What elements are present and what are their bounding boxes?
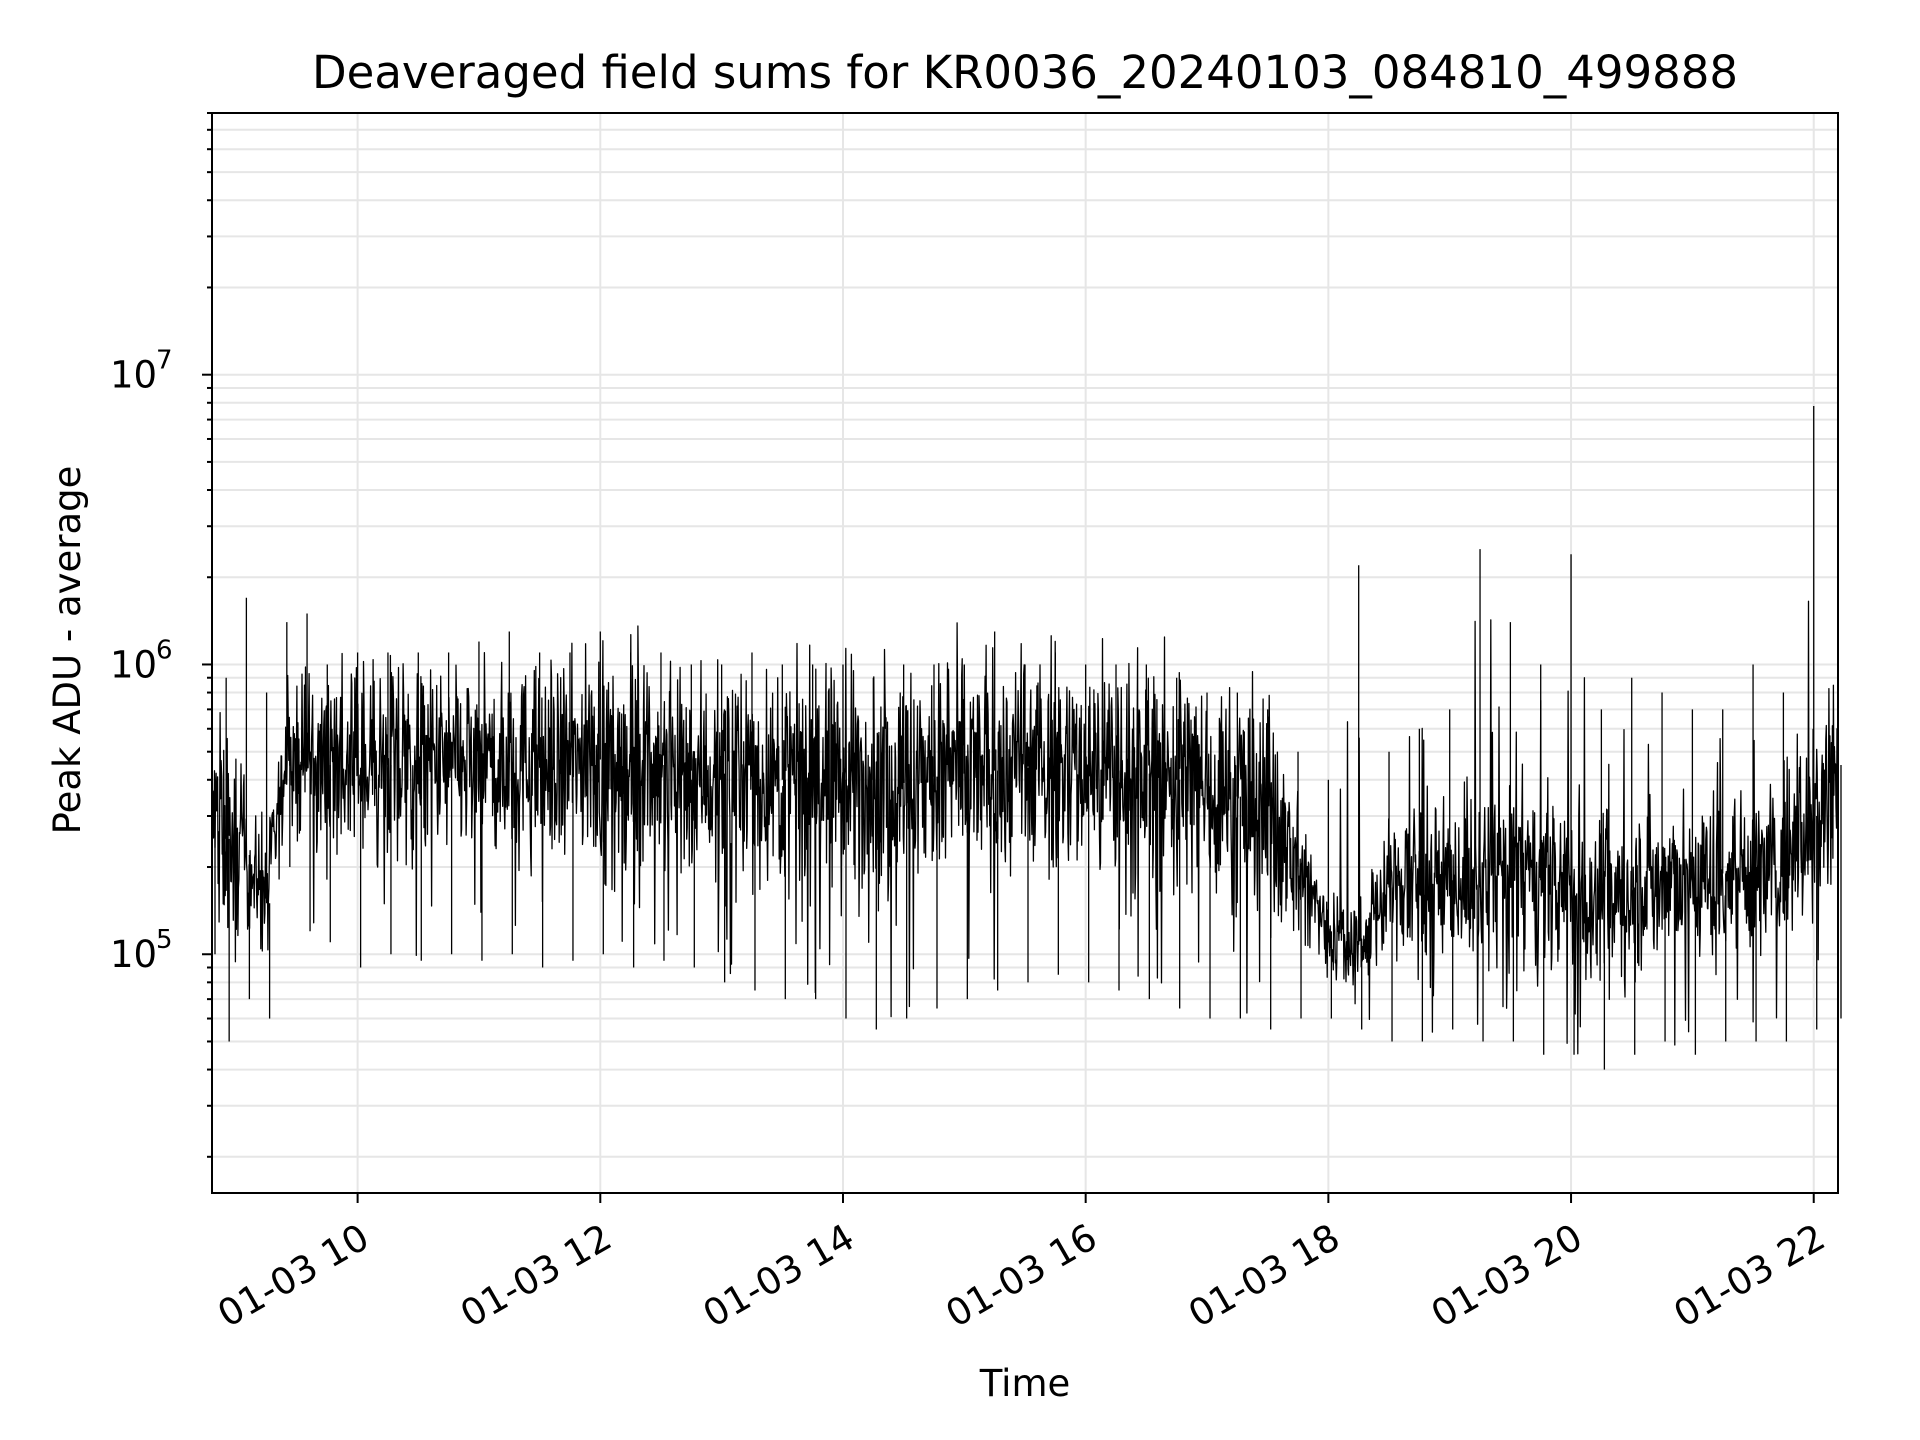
y-tick-base: 10 [110,354,157,397]
y-tick-exponent: 7 [156,346,173,376]
chart-title: Deaveraged field sums for KR0036_2024010… [312,46,1738,99]
y-tick-base: 10 [110,643,157,686]
y-tick-base: 10 [110,933,157,976]
y-tick-label: 107 [110,346,173,397]
x-axis-label: Time [979,1362,1071,1405]
y-axis-label: Peak ADU - average [46,466,89,835]
y-tick-exponent: 5 [156,925,173,955]
y-tick-label: 106 [110,635,173,686]
series [211,405,1842,1070]
y-tick-label: 105 [110,925,173,976]
series-line [211,600,1839,1055]
y-tick-exponent: 6 [156,635,173,665]
plot-frame [211,112,1839,1194]
